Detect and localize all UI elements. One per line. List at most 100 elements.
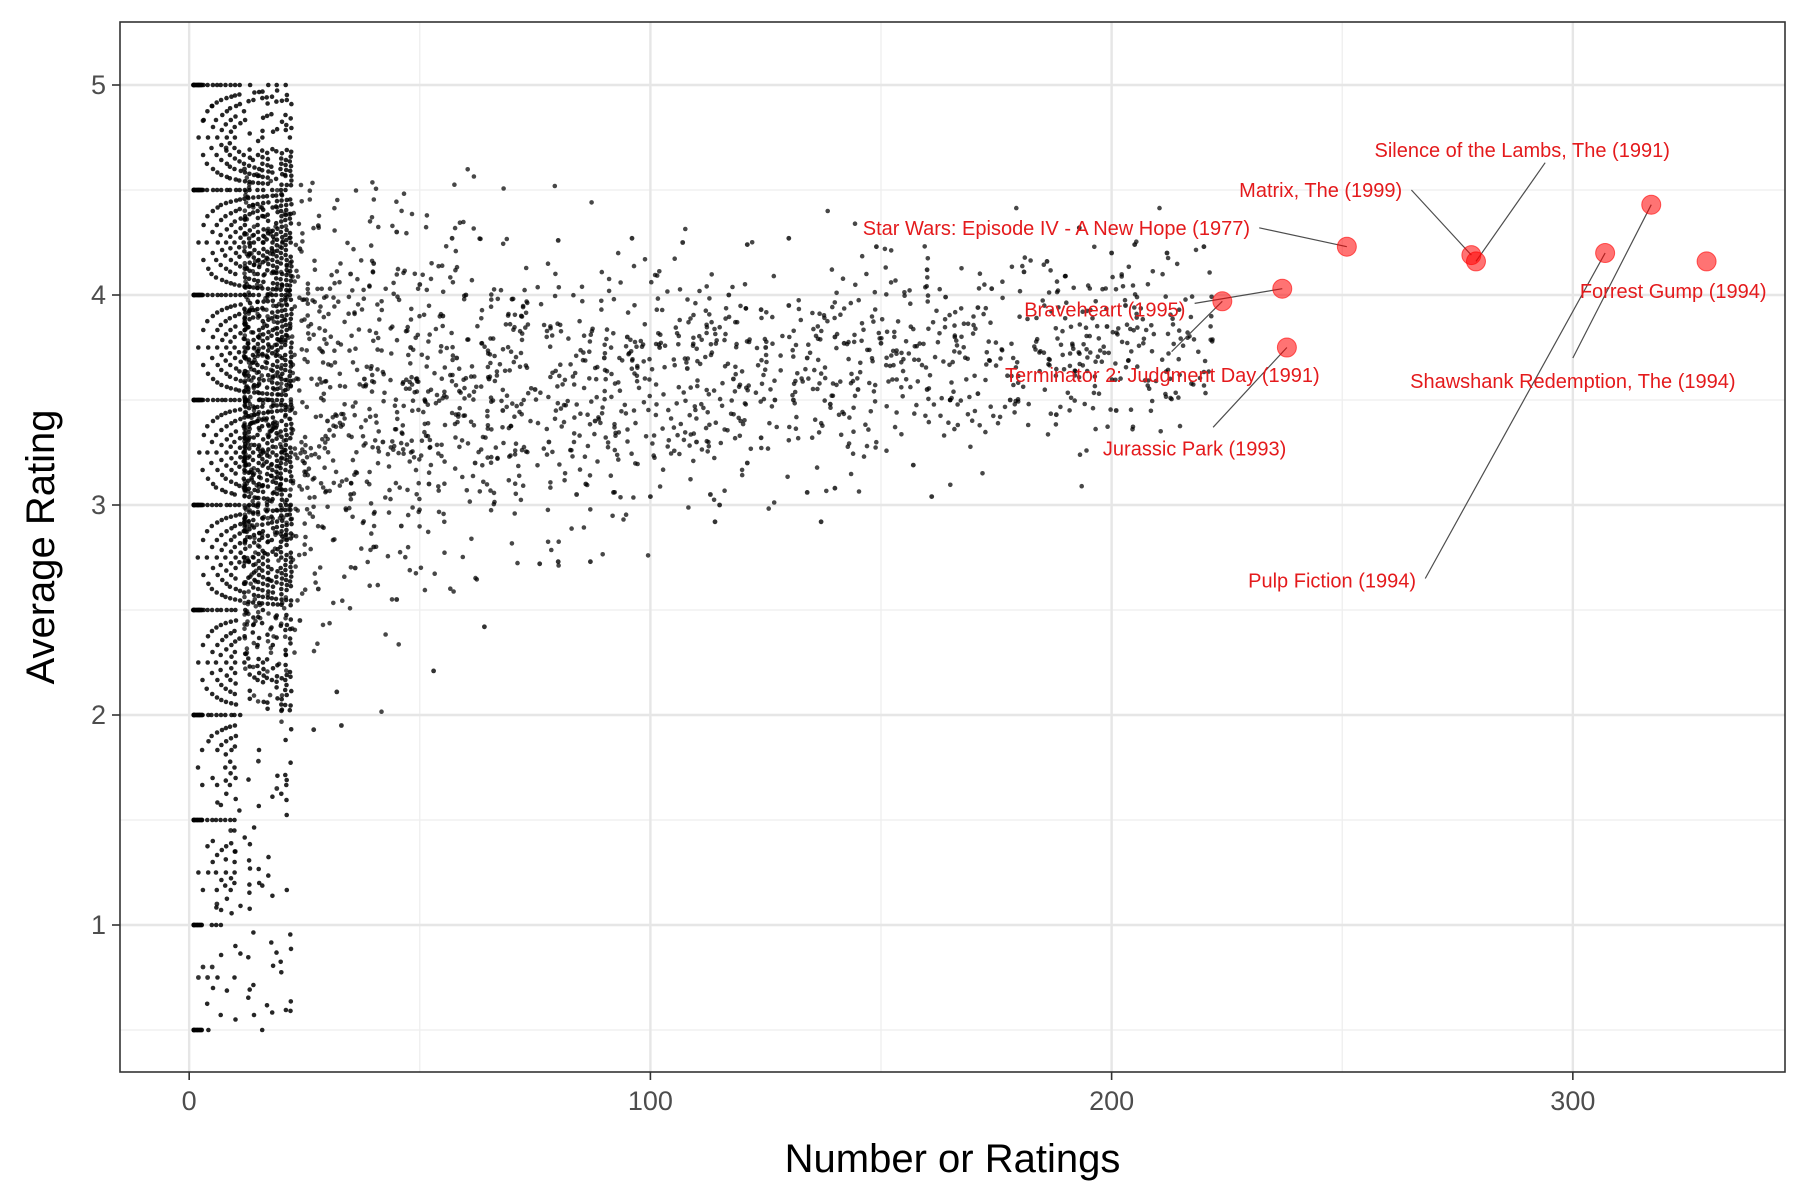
data-point (227, 269, 233, 275)
data-point (790, 347, 795, 353)
data-point (733, 344, 739, 350)
data-point (252, 165, 257, 170)
data-point (334, 689, 340, 695)
data-point (309, 452, 314, 458)
data-point (303, 469, 309, 475)
data-point (288, 550, 294, 555)
data-point (205, 660, 210, 665)
data-point (318, 413, 324, 419)
data-point (256, 565, 262, 571)
data-point (278, 229, 284, 235)
data-point (436, 509, 442, 515)
x-tick-label: 200 (1089, 1086, 1134, 1116)
data-point (238, 359, 243, 365)
data-point (742, 418, 747, 423)
data-point (241, 109, 247, 114)
data-point (258, 283, 264, 289)
data-point (289, 474, 294, 479)
data-point (320, 437, 325, 442)
data-point (352, 412, 358, 418)
data-point (1176, 307, 1182, 313)
data-point (251, 585, 256, 590)
data-point (623, 512, 629, 517)
data-point (205, 345, 211, 350)
data-point (485, 348, 491, 354)
data-point (255, 258, 261, 264)
data-point (874, 439, 879, 445)
data-point (277, 482, 283, 488)
data-point (255, 432, 260, 438)
data-point (264, 113, 270, 119)
data-point (1034, 336, 1040, 342)
data-point (1042, 303, 1047, 308)
data-point (330, 458, 336, 463)
data-point (759, 357, 764, 363)
data-point (317, 326, 322, 331)
data-point (1109, 250, 1114, 256)
data-point (237, 808, 242, 813)
data-point (1142, 378, 1148, 383)
data-point (242, 626, 247, 632)
data-point (251, 511, 256, 517)
data-point (273, 614, 278, 620)
data-point (369, 372, 375, 378)
data-point (237, 187, 242, 193)
data-point (957, 350, 962, 355)
data-point (256, 670, 262, 676)
highlighted-point (1276, 337, 1297, 358)
data-point (786, 303, 792, 308)
data-point (859, 338, 864, 344)
data-point (361, 296, 367, 302)
data-point (624, 334, 630, 340)
data-point (255, 208, 260, 214)
data-point (711, 497, 717, 503)
data-point (272, 314, 278, 319)
data-point (251, 825, 257, 830)
data-point (199, 922, 205, 928)
data-point (489, 427, 494, 432)
data-point (672, 362, 677, 368)
data-point (847, 415, 852, 420)
data-point (587, 349, 592, 355)
data-point (444, 345, 450, 351)
data-point (795, 435, 801, 441)
data-point (232, 313, 238, 319)
data-point (265, 570, 271, 576)
data-point (273, 292, 279, 298)
data-point (256, 416, 262, 421)
data-point (571, 292, 576, 298)
data-point (302, 317, 307, 322)
data-point (272, 326, 278, 331)
data-point (954, 338, 959, 343)
data-point (252, 90, 257, 95)
data-point (1145, 282, 1151, 287)
data-point (204, 555, 210, 560)
data-point (961, 321, 967, 327)
data-point (650, 441, 655, 446)
data-point (488, 304, 494, 310)
data-point (283, 567, 288, 573)
data-point (694, 346, 699, 352)
data-point (892, 424, 898, 430)
data-point (279, 255, 284, 261)
data-point (256, 236, 261, 242)
data-point (414, 389, 420, 394)
data-point (628, 337, 633, 343)
data-point (1015, 397, 1021, 402)
data-point (1130, 424, 1136, 430)
data-point (242, 594, 247, 600)
data-point (367, 414, 373, 420)
data-point (518, 497, 524, 503)
data-point (653, 341, 659, 347)
data-point (265, 156, 271, 162)
data-point (245, 397, 250, 403)
data-point (449, 235, 455, 241)
data-point (337, 279, 342, 285)
data-point (1176, 328, 1182, 333)
data-point (255, 677, 260, 683)
data-point (1014, 205, 1019, 211)
data-point (388, 496, 393, 502)
data-point (274, 403, 280, 408)
data-point (287, 159, 293, 164)
data-point (1109, 377, 1115, 382)
